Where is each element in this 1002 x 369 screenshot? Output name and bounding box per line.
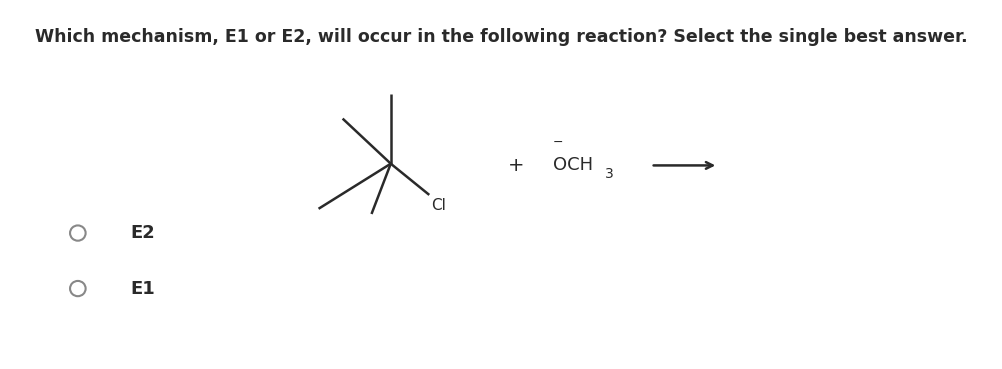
Text: 3: 3: [604, 167, 612, 181]
Text: −: −: [552, 137, 562, 149]
Text: +: +: [507, 156, 524, 175]
Text: E1: E1: [130, 280, 155, 297]
Text: Cl: Cl: [431, 199, 446, 213]
Text: Which mechanism, E1 or E2, will occur in the following reaction? Select the sing: Which mechanism, E1 or E2, will occur in…: [35, 28, 967, 46]
Text: E2: E2: [130, 224, 155, 242]
Text: OCH: OCH: [552, 156, 592, 175]
